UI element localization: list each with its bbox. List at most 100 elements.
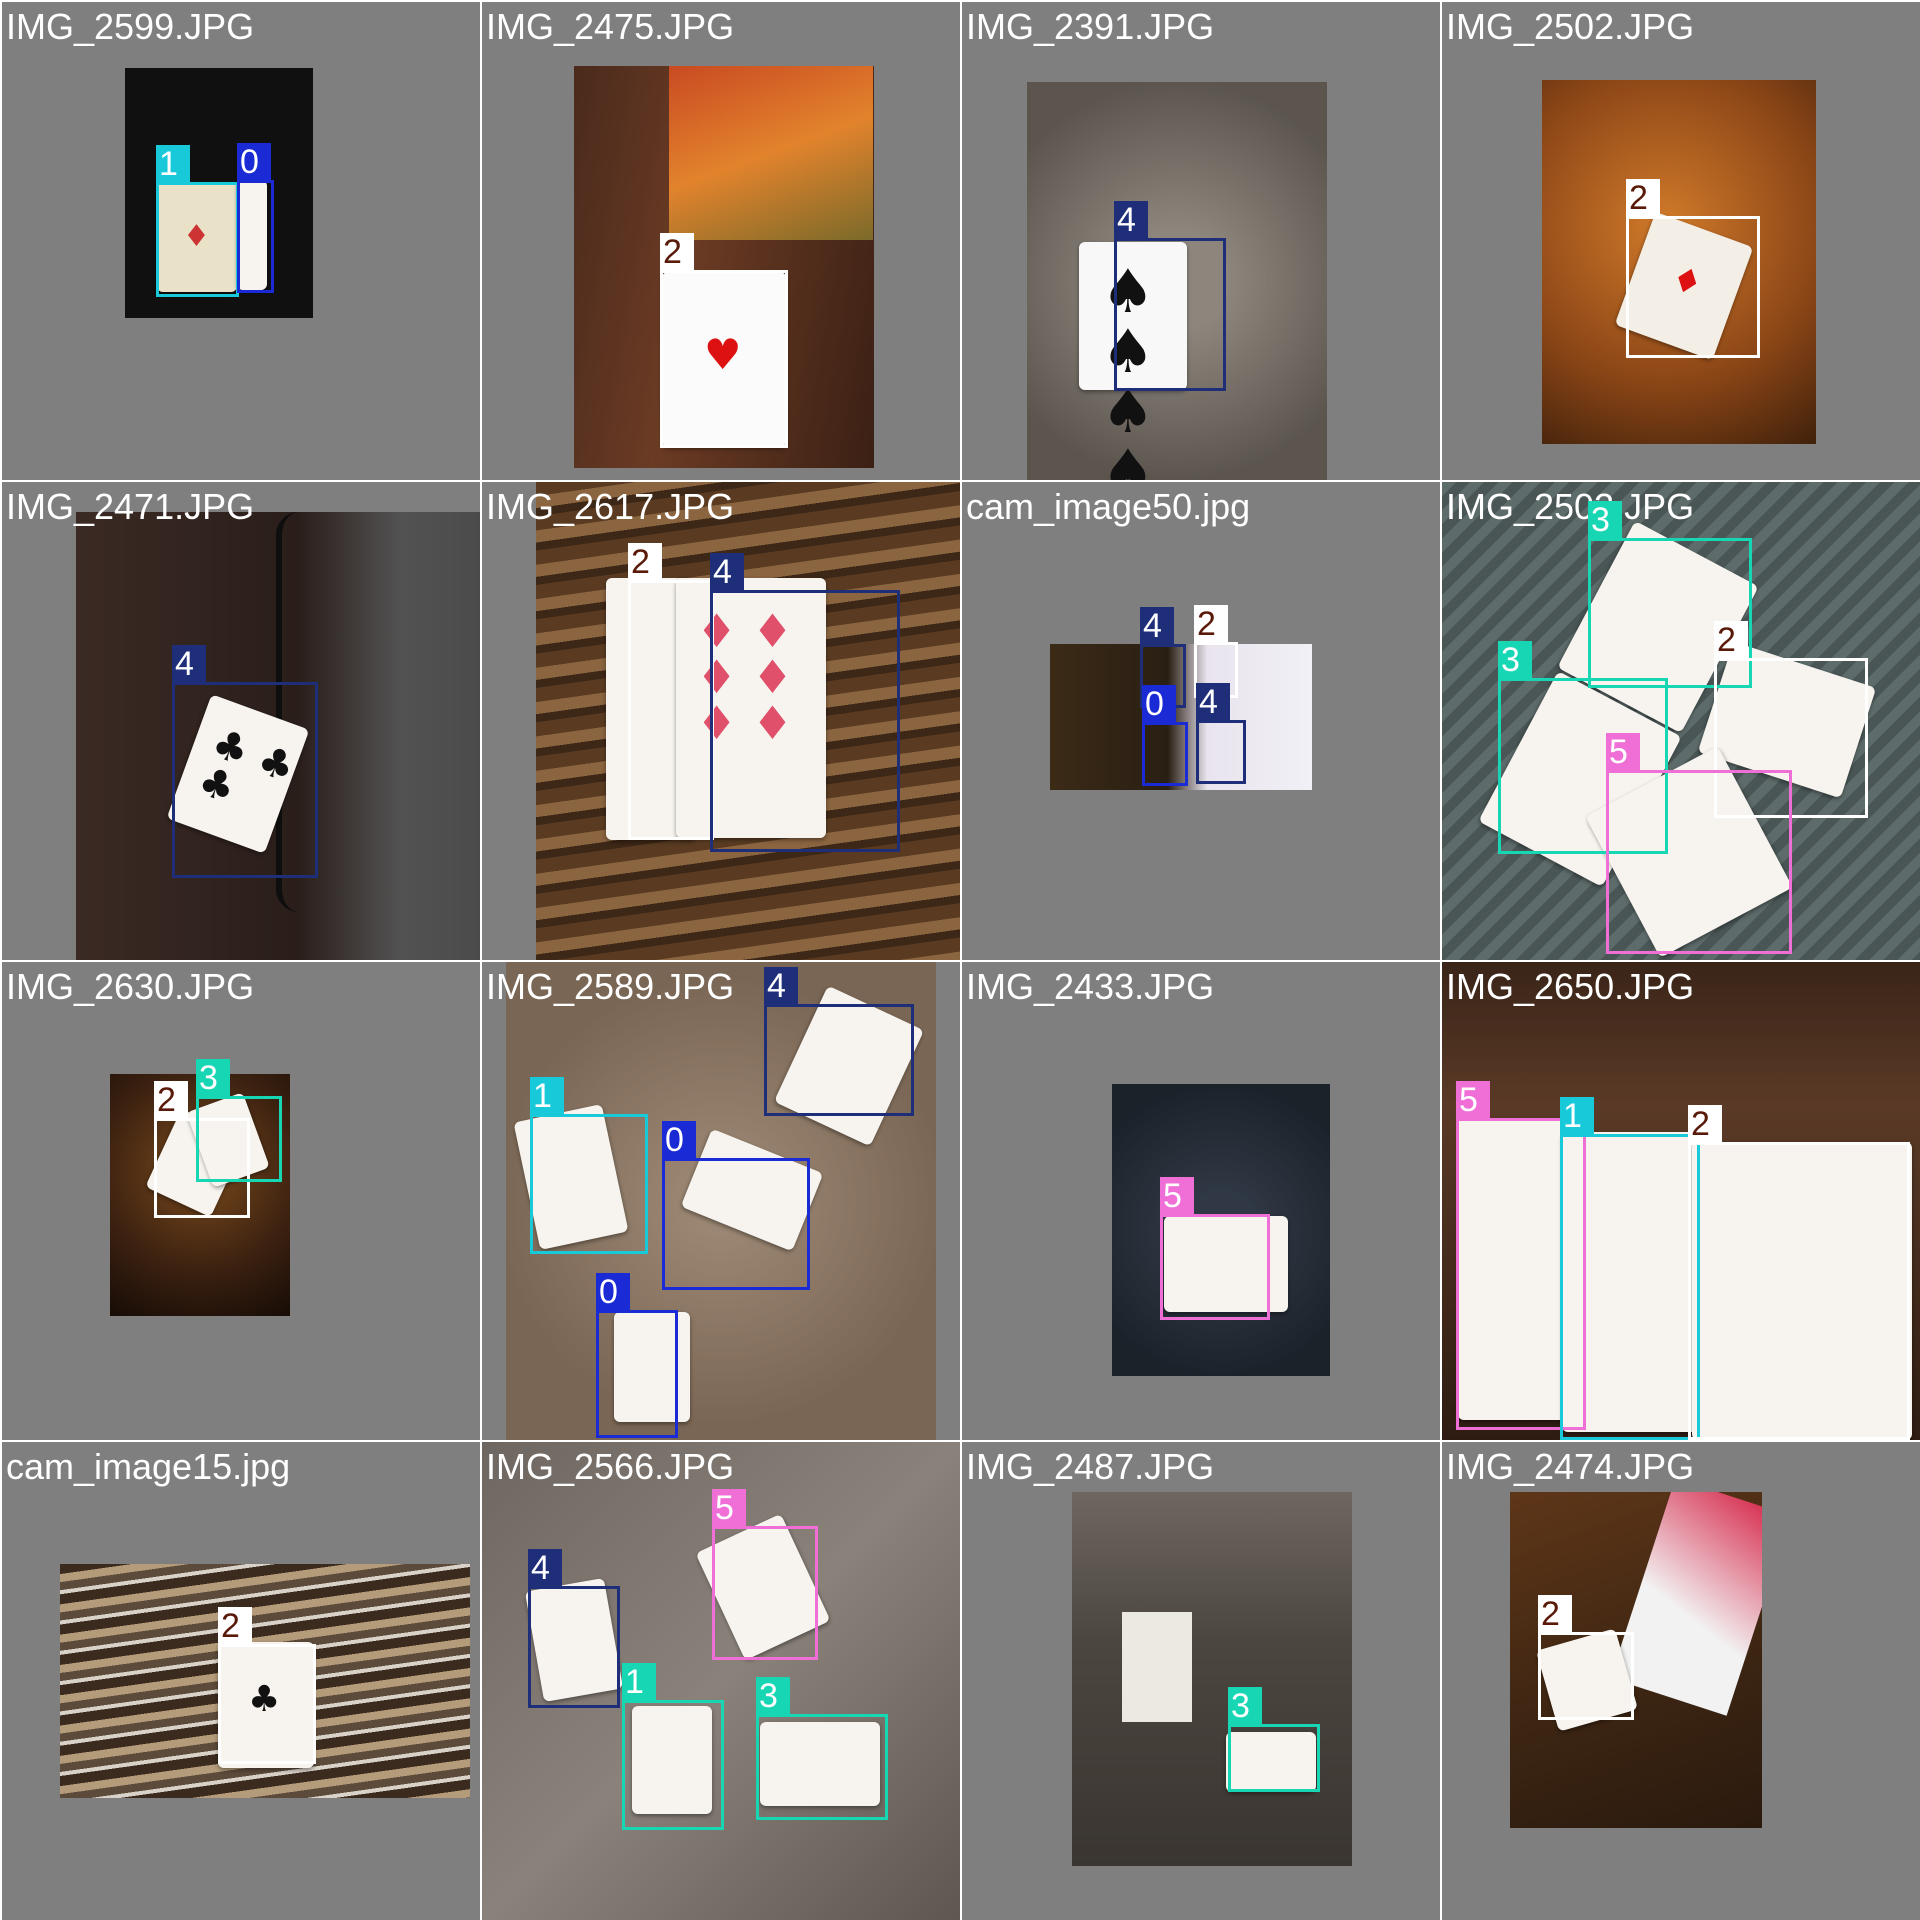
tile-5: ♦ ♦ ♦ ♦ ♦ ♦ IMG_2617.JPG 2 4 xyxy=(482,482,960,960)
detection-box: 0 xyxy=(1142,685,1188,786)
detection-box: 0 xyxy=(596,1273,678,1438)
filename: IMG_2433.JPG xyxy=(966,966,1215,1007)
class-label: 0 xyxy=(1142,685,1176,723)
detection-box: 3 xyxy=(196,1059,282,1182)
class-label: 0 xyxy=(596,1273,630,1311)
class-label: 5 xyxy=(1456,1081,1490,1119)
detection-box: 4 xyxy=(764,967,914,1116)
photo: ♣ ♣ ♣ xyxy=(76,512,480,960)
class-label: 4 xyxy=(710,553,744,591)
tile-7: IMG_2503.JPG 3 2 3 5 xyxy=(1442,482,1920,960)
detection-box: 5 xyxy=(1606,733,1792,954)
tile-1: ♥ IMG_2475.JPG 2 xyxy=(482,2,960,480)
detection-box: 2 xyxy=(1538,1595,1634,1720)
class-label: 4 xyxy=(1114,201,1148,239)
tile-0: ♦ IMG_2599.JPG 1 0 xyxy=(2,2,480,480)
detection-box: 2 xyxy=(218,1607,316,1764)
class-label: 2 xyxy=(628,543,662,581)
detection-box: 5 xyxy=(712,1489,818,1660)
detection-box: 3 xyxy=(1228,1687,1320,1792)
photo: ♦ xyxy=(1542,80,1816,444)
class-label: 1 xyxy=(530,1077,564,1115)
photo xyxy=(110,1074,290,1316)
class-label: 1 xyxy=(622,1663,656,1701)
detection-box: 4 xyxy=(1196,683,1246,784)
class-label: 2 xyxy=(660,233,694,271)
class-label: 4 xyxy=(1196,683,1230,721)
class-label: 2 xyxy=(1626,179,1660,217)
tile-8: IMG_2630.JPG 2 3 xyxy=(2,962,480,1440)
detection-box: 2 xyxy=(1688,1105,1910,1440)
class-label: 2 xyxy=(1688,1105,1722,1143)
class-label: 3 xyxy=(1498,641,1532,679)
class-label: 4 xyxy=(764,967,798,1005)
filename: IMG_2487.JPG xyxy=(966,1446,1215,1487)
filename: IMG_2617.JPG xyxy=(486,486,735,527)
tile-6: cam_image50.jpg 4 2 0 4 xyxy=(962,482,1440,960)
filename: cam_image50.jpg xyxy=(966,486,1251,527)
filename: IMG_2474.JPG xyxy=(1446,1446,1695,1487)
detection-box: 2 xyxy=(1626,179,1760,358)
filename: IMG_2502.JPG xyxy=(1446,6,1695,47)
tile-9: IMG_2589.JPG 4 1 0 0 xyxy=(482,962,960,1440)
filename: IMG_2650.JPG xyxy=(1446,966,1695,1007)
tile-15: IMG_2474.JPG 2 xyxy=(1442,1442,1920,1920)
filename: IMG_2589.JPG xyxy=(486,966,735,1007)
filename: IMG_2471.JPG xyxy=(6,486,255,527)
detection-box: 4 xyxy=(528,1549,620,1708)
tile-3: ♦ IMG_2502.JPG 2 xyxy=(1442,2,1920,480)
photo: ♠ ♠ ♠ ♠ xyxy=(1027,82,1327,480)
detection-box: 0 xyxy=(237,143,274,293)
photo xyxy=(1442,482,1920,960)
filename: IMG_2566.JPG xyxy=(486,1446,735,1487)
detection-box: 2 xyxy=(660,233,788,448)
tile-13: IMG_2566.JPG 5 4 1 3 xyxy=(482,1442,960,1920)
filename: IMG_2391.JPG xyxy=(966,6,1215,47)
tile-10: IMG_2433.JPG 5 xyxy=(962,962,1440,1440)
detection-box: 1 xyxy=(530,1077,648,1254)
class-label: 4 xyxy=(1140,607,1174,645)
class-label: 2 xyxy=(1714,621,1748,659)
class-label: 2 xyxy=(1194,605,1228,643)
detection-box: 4 xyxy=(172,645,318,878)
class-label: 2 xyxy=(154,1081,188,1119)
detection-box: 5 xyxy=(1456,1081,1586,1430)
detection-box: 4 xyxy=(710,553,900,852)
class-label: 0 xyxy=(237,143,271,181)
class-label: 5 xyxy=(712,1489,746,1527)
detection-box: 2 xyxy=(1194,605,1238,698)
class-label: 2 xyxy=(218,1607,252,1645)
filename: IMG_2630.JPG xyxy=(6,966,255,1007)
filename: IMG_2475.JPG xyxy=(486,6,735,47)
class-label: 3 xyxy=(196,1059,230,1097)
class-label: 5 xyxy=(1160,1177,1194,1215)
class-label: 4 xyxy=(528,1549,562,1587)
photo: ♥ xyxy=(574,66,874,468)
detection-box: 5 xyxy=(1160,1177,1270,1320)
class-label: 3 xyxy=(756,1677,790,1715)
photo xyxy=(1050,644,1312,790)
detection-box: 2 xyxy=(628,543,714,840)
class-label: 1 xyxy=(1560,1097,1594,1135)
class-label: 2 xyxy=(1538,1595,1572,1633)
class-label: 5 xyxy=(1606,733,1640,771)
detection-box: 4 xyxy=(1114,201,1226,391)
tile-4: ♣ ♣ ♣ IMG_2471.JPG 4 xyxy=(2,482,480,960)
photo xyxy=(1442,962,1920,1440)
detection-box: 0 xyxy=(662,1121,810,1290)
class-label: 0 xyxy=(662,1121,696,1159)
class-label: 4 xyxy=(172,645,206,683)
photo xyxy=(1072,1492,1352,1866)
photo: ♣ xyxy=(60,1564,470,1798)
photo: ♦ ♦ ♦ ♦ ♦ ♦ xyxy=(536,482,960,960)
tile-11: IMG_2650.JPG 5 1 2 xyxy=(1442,962,1920,1440)
filename: IMG_2599.JPG xyxy=(6,6,255,47)
tile-12: ♣ cam_image15.jpg 2 xyxy=(2,1442,480,1920)
class-label: 3 xyxy=(1228,1687,1262,1725)
detection-box: 3 xyxy=(1498,641,1668,854)
class-label: 1 xyxy=(156,145,190,183)
detection-box: 3 xyxy=(1588,501,1752,688)
filename: cam_image15.jpg xyxy=(6,1446,291,1487)
photo xyxy=(506,962,936,1440)
detection-box: 2 xyxy=(154,1081,250,1218)
